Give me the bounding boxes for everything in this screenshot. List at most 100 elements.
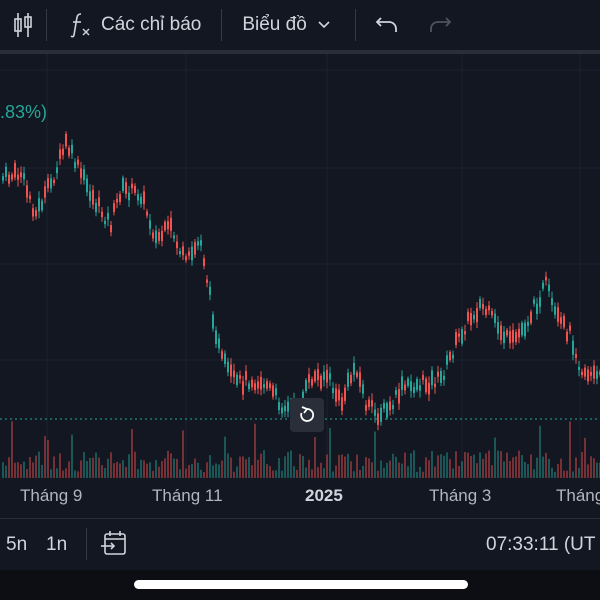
volume-bar (284, 456, 286, 478)
x-axis-label: 2025 (305, 486, 343, 505)
candle-body (587, 369, 589, 382)
candle-body (341, 397, 343, 411)
candle-body (167, 221, 169, 230)
volume-bar (560, 458, 562, 478)
volume-bar (173, 458, 175, 478)
candle-body (518, 328, 520, 338)
toolbar-divider (46, 9, 47, 41)
volume-bar (551, 467, 553, 478)
reset-chart-button[interactable] (290, 398, 324, 432)
volume-bar (236, 466, 238, 478)
candlestick-icon (14, 13, 32, 37)
candle-body (323, 371, 325, 380)
candle-body (137, 194, 139, 201)
chart-area[interactable] (0, 54, 600, 518)
candle-body (596, 371, 598, 379)
clock-timezone[interactable]: 07:33:11 (UT (486, 534, 596, 555)
candle-body (449, 352, 451, 361)
candle-body (416, 378, 418, 390)
candle-body (86, 178, 88, 193)
candle-body (515, 332, 517, 343)
volume-bar (542, 456, 544, 478)
candle-body (395, 390, 397, 395)
volume-bar (137, 469, 139, 478)
candle-body (230, 364, 232, 377)
toolbar-divider (354, 9, 356, 41)
volume-bar (254, 423, 256, 478)
candle-body (83, 169, 85, 181)
volume-bar (104, 467, 106, 478)
volume-bar (455, 451, 457, 478)
volume-bar (341, 454, 343, 478)
volume-bar (416, 471, 418, 478)
candle-body (224, 353, 226, 364)
candle-body (140, 196, 142, 204)
volume-bar (209, 455, 211, 478)
candle-body (185, 256, 187, 261)
volume-bar (362, 465, 364, 478)
volume-bar (227, 453, 229, 478)
undo-button[interactable] (356, 0, 418, 50)
candle-body (44, 186, 46, 198)
redo-icon (429, 17, 452, 32)
candle-body (227, 361, 229, 373)
candle-body (245, 370, 247, 381)
volume-bar (401, 463, 403, 478)
volume-bar (107, 458, 109, 478)
candle-body (497, 322, 499, 334)
candle-body (260, 376, 262, 390)
volume-bar (503, 461, 505, 478)
candle-body (302, 391, 304, 403)
range-5y-button[interactable]: 5n (6, 534, 28, 555)
candle-body (20, 172, 22, 178)
candle-body (164, 221, 166, 231)
redo-button[interactable] (418, 0, 462, 50)
candle-body (317, 369, 319, 381)
volume-bar (530, 454, 532, 478)
volume-bar (458, 465, 460, 478)
candle-body (173, 235, 175, 239)
price-chart[interactable] (0, 54, 600, 518)
volume-bar (581, 451, 583, 478)
candle-body (362, 384, 364, 394)
volume-bar (584, 437, 586, 478)
chart-style-button[interactable] (0, 0, 46, 50)
volume-bar (497, 450, 499, 478)
volume-bar (77, 471, 79, 478)
candle-body (374, 409, 376, 416)
range-1y-button[interactable]: 1n (46, 534, 68, 555)
volume-bar (311, 469, 313, 478)
volume-bar (95, 452, 97, 478)
candle-body (419, 385, 421, 391)
candle-body (311, 379, 313, 386)
chart-type-button[interactable]: Biểu đồ (222, 0, 354, 50)
goto-date-button[interactable] (100, 529, 128, 562)
volume-bar (335, 465, 337, 478)
candle-body (98, 197, 100, 207)
x-axis-label: Tháng 3 (429, 486, 492, 505)
volume-bar (473, 454, 475, 478)
volume-bar (269, 465, 271, 478)
volume-bar (74, 470, 76, 478)
candle-body (152, 232, 154, 239)
indicators-button[interactable]: Các chỉ báo (47, 0, 221, 50)
volume-bar (281, 470, 283, 478)
candle-body (263, 384, 265, 388)
candle-body (101, 211, 103, 218)
candle-body (107, 212, 109, 220)
volume-bar (266, 464, 268, 478)
volume-bar (485, 453, 487, 478)
volume-bar (506, 452, 508, 478)
candle-body (23, 173, 25, 180)
candle-body (272, 385, 274, 397)
candle-body (110, 225, 112, 233)
volume-bar (566, 470, 568, 478)
candle-body (5, 166, 7, 177)
bottom-bar (0, 518, 600, 570)
candle-body (500, 325, 502, 341)
volume-bar (89, 458, 91, 478)
volume-bar (242, 456, 244, 478)
candle-body (452, 354, 454, 359)
volume-bar (80, 460, 82, 478)
volume-bar (518, 450, 520, 478)
